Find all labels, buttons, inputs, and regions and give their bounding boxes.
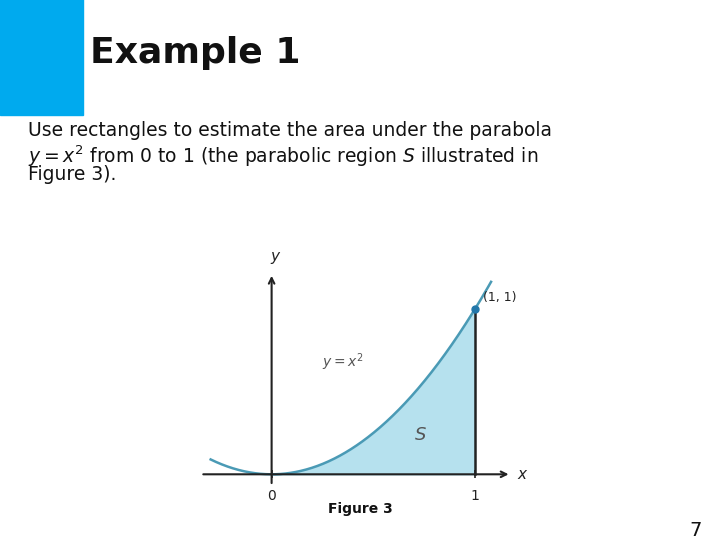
Text: $S$: $S$ [413,426,426,444]
Text: Figure 3).: Figure 3). [28,165,117,184]
Text: 7: 7 [690,521,702,540]
Text: 0: 0 [267,489,276,503]
Text: $y$: $y$ [270,251,282,266]
Text: $x$: $x$ [518,467,529,482]
Text: $y = x^2$ from 0 to 1 (the parabolic region $S$ illustrated in: $y = x^2$ from 0 to 1 (the parabolic reg… [28,143,539,168]
Text: 1: 1 [470,489,480,503]
Text: Use rectangles to estimate the area under the parabola: Use rectangles to estimate the area unde… [28,121,552,140]
Text: Figure 3: Figure 3 [328,502,392,516]
Text: $y = x^2$: $y = x^2$ [322,352,364,373]
Bar [0,0,83,115]
Text: Example 1: Example 1 [90,36,300,70]
Text: (1, 1): (1, 1) [483,292,516,305]
